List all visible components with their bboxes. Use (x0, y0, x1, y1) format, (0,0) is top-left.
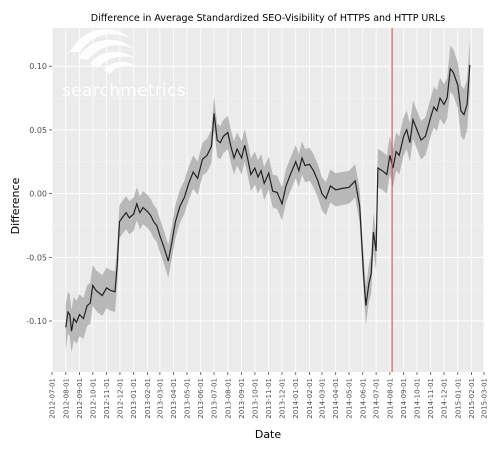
x-tick-label: 2015-03-01 (481, 378, 489, 419)
x-tick-label: 2013-07-01 (211, 378, 219, 419)
series-line (65, 64, 471, 332)
x-tick-label: 2014-06-01 (359, 378, 367, 419)
x-tick-label: 2012-10-01 (89, 378, 97, 419)
x-tick-label: 2014-03-01 (318, 378, 326, 419)
x-tick-label: 2014-09-01 (400, 378, 408, 419)
watermark: searchmetrics (62, 29, 186, 101)
y-tick-label: -0.05 (26, 253, 47, 262)
x-tick-label: 2012-11-01 (103, 378, 111, 419)
x-tick-label: 2014-08-01 (386, 378, 394, 419)
x-tick-label: 2014-05-01 (346, 378, 354, 419)
x-tick-label: 2014-04-01 (332, 378, 340, 419)
y-tick-label: 0.05 (29, 126, 47, 135)
x-tick-label: 2013-06-01 (197, 378, 205, 419)
x-axis-title: Date (255, 428, 282, 441)
watermark-text: searchmetrics (62, 81, 186, 101)
x-tick-label: 2013-09-01 (238, 378, 246, 419)
x-tick-label: 2013-12-01 (278, 378, 286, 419)
x-tick-label: 2013-04-01 (170, 378, 178, 419)
x-tick-label: 2013-02-01 (144, 378, 152, 419)
x-tick-label: 2014-12-01 (441, 378, 449, 419)
y-axis-title: Difference (9, 177, 22, 234)
x-tick-label: 2012-09-01 (76, 378, 84, 419)
y-tick-label: 0.10 (29, 62, 47, 71)
x-tick-label: 2014-11-01 (427, 378, 435, 419)
x-tick-label: 2013-01-01 (130, 378, 138, 419)
x-tick-label: 2012-08-01 (62, 378, 70, 419)
plot-panel (52, 28, 484, 372)
x-tick-label: 2015-01-01 (454, 378, 462, 419)
x-tick-label: 2013-10-01 (251, 378, 259, 419)
x-tick-label: 2014-07-01 (373, 378, 381, 419)
x-tick-label: 2014-10-01 (413, 378, 421, 419)
grid-major (51, 28, 485, 372)
y-tick-label: 0.00 (29, 190, 47, 199)
x-tick-label: 2015-02-01 (468, 378, 476, 419)
searchmetrics-logo-icon (70, 29, 136, 74)
x-tick-label: 2014-01-01 (292, 378, 300, 419)
chart-title: Difference in Average Standardized SEO-V… (91, 13, 446, 24)
x-tick-label: 2014-02-01 (306, 378, 314, 419)
x-axis: 2012-07-01 2012-08-01 2012-09-01 2012-10-01… (49, 372, 489, 419)
y-tick-label: -0.10 (26, 317, 47, 326)
x-tick-label: 2012-07-01 (49, 378, 57, 419)
x-tick-label: 2013-11-01 (265, 378, 273, 419)
x-tick-label: 2013-05-01 (183, 378, 191, 419)
x-tick-label: 2013-08-01 (224, 378, 232, 419)
confidence-band (65, 38, 470, 353)
y-axis: -0.10 -0.05 0.00 0.05 0.10 (26, 62, 52, 326)
x-tick-label: 2012-12-01 (116, 378, 124, 419)
x-tick-label: 2013-03-01 (156, 378, 164, 419)
